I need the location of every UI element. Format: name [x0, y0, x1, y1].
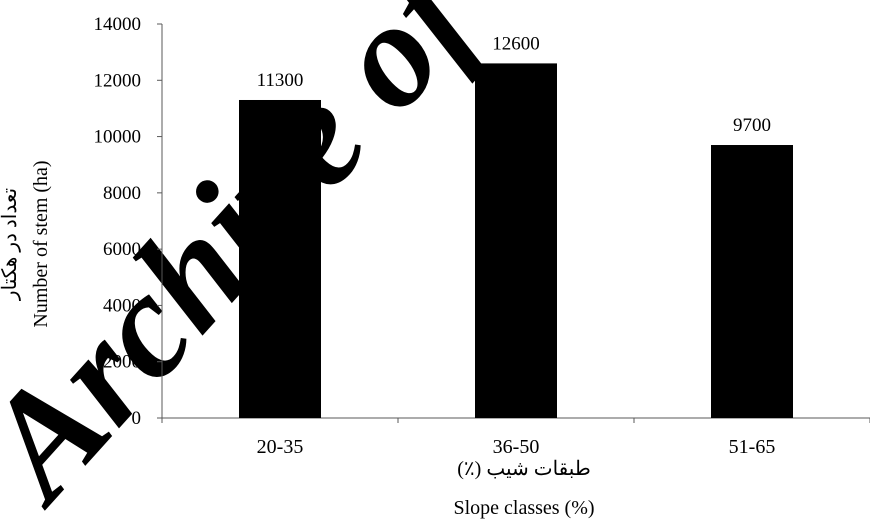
bar [711, 145, 793, 418]
x-tick-label: 20-35 [257, 436, 304, 458]
bar [239, 99, 321, 418]
x-axis-title-en: Slope classes (%) [453, 497, 594, 519]
y-tick-label: 4000 [103, 295, 141, 316]
bar [475, 63, 557, 419]
y-tick-label: 8000 [103, 183, 141, 204]
y-tick-label: 0 [132, 408, 142, 429]
y-axis-title-en: Number of stem (ha) [30, 160, 52, 327]
x-axis-title-fa: طبقات شیب (٪) [457, 458, 591, 480]
bar-data-label: 11300 [257, 70, 304, 91]
axis-labels: تعداد در هکتار Number of stem (ha) طبقات… [0, 160, 595, 519]
x-tick-label: 36-50 [493, 436, 540, 458]
bar-series: 11300 20-35 12600 36-50 9700 51-65 [239, 33, 793, 458]
bar-data-label: 12600 [492, 33, 540, 54]
y-tick-label: 12000 [94, 70, 142, 91]
y-tick-label: 10000 [94, 127, 142, 148]
y-tick-label: 2000 [103, 352, 141, 373]
y-axis-title-fa: تعداد در هکتار [0, 188, 21, 301]
y-tick-label: 6000 [103, 239, 141, 260]
bar-data-label: 9700 [733, 115, 771, 136]
y-tick-label: 14000 [94, 14, 142, 35]
x-tick-label: 51-65 [729, 436, 776, 458]
